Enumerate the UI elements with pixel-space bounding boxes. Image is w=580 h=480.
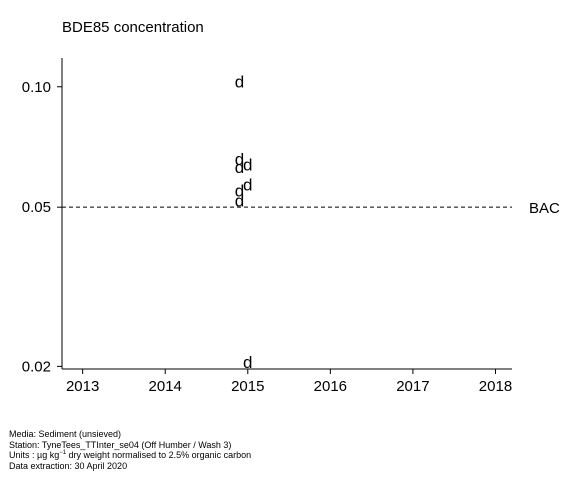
x-tick-label: 2017 [396,378,429,395]
footer-units-prefix: Units : µg kg [9,450,60,460]
x-tick-label: 2016 [314,378,347,395]
reference-lines: BAC [62,200,560,217]
data-point: d [243,353,252,372]
chart-title: BDE85 concentration [62,19,204,36]
data-point: d [243,155,252,174]
footer-media: Media: Sediment (unsieved) [9,429,122,439]
footer-station: Station: TyneTees_TTInter_se04 (Off Humb… [9,439,232,450]
data-point: d [235,158,244,177]
data-point: d [235,150,244,169]
footer-units-exponent: −1 [59,450,67,456]
axes: 0.02 0.05 0.10 2013 2014 2015 2016 2017 2018 [22,58,512,395]
footer-extraction: Data extraction: 30 April 2020 [9,460,128,471]
x-tick-label: 2015 [231,378,264,395]
x-tick-label: 2014 [149,378,182,395]
footer-units-suffix: dry weight normalised to 2.5% organic ca… [66,450,252,460]
data-point: d [235,191,244,210]
reference-line-label: BAC [529,200,560,217]
data-point: d [243,175,252,194]
y-tick-label: 0.05 [22,199,51,216]
data-point: d [235,182,244,201]
footer-units: Units : µg kg−1 dry weight normalised to… [9,450,251,461]
x-tick-label: 2018 [479,378,512,395]
x-tick-label: 2013 [66,378,99,395]
data-point: d [235,73,244,92]
y-tick-label: 0.02 [22,358,51,375]
y-tick-label: 0.10 [22,79,51,96]
footer-notes: Media: Sediment (unsieved) Station: Tyne… [9,429,251,471]
